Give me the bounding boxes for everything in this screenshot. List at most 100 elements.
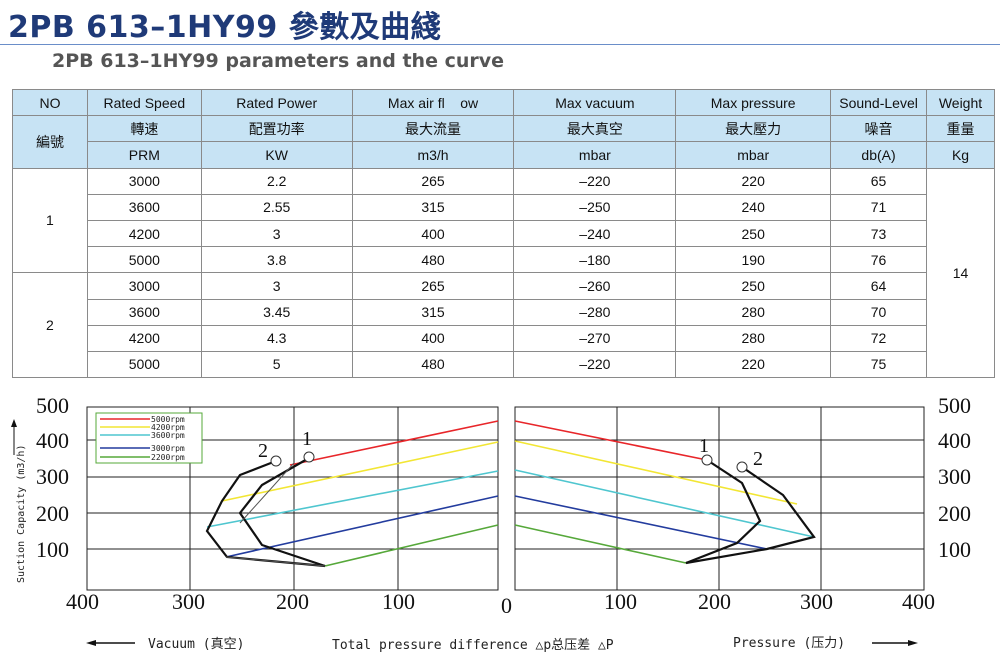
y-tick-right: 200 [938, 501, 971, 526]
page-title: 2PB 613–1HY99 參數及曲綫 [8, 10, 442, 45]
x-tick-left: 400 [66, 589, 99, 614]
table-cell: –180 [513, 246, 677, 274]
page-subtitle: 2PB 613–1HY99 parameters and the curve [52, 50, 505, 72]
table-cell: 3000 [86, 167, 202, 195]
vacuum-line-5000rpm [289, 420, 499, 466]
table-cell: 3.45 [200, 298, 353, 326]
pressure-rpm-lines [514, 420, 815, 564]
y-tick-right: 400 [938, 428, 971, 453]
title-divider [0, 44, 1000, 45]
y-tick-left: 100 [36, 537, 69, 562]
x-tick-right: 400 [902, 589, 935, 614]
pressure-marker-1 [701, 454, 713, 466]
table-cell: 64 [830, 272, 927, 300]
table-cell: 265 [351, 272, 515, 300]
table-cell: 3000 [86, 272, 202, 300]
pressure-envelope-curves [685, 454, 816, 565]
unit-cell: PRM [86, 141, 202, 169]
pressure-line-3600rpm [514, 469, 815, 538]
y-tick-left: 400 [36, 428, 69, 453]
y-tick-left: 200 [36, 501, 69, 526]
table-cell: 250 [675, 219, 832, 248]
x-tick-zero: 0 [501, 593, 512, 618]
table-header-row-en: NO Rated Speed Rated Power Max air fl ow… [12, 88, 995, 117]
pressure-line-5000rpm [514, 420, 708, 461]
y-axis-label: Suction Capacity (m3/h) [16, 445, 27, 583]
vacuum-envelope-curves [205, 451, 326, 568]
table-cell: 250 [675, 272, 832, 300]
vacuum-envelope-1 [238, 457, 326, 568]
table-cell: 70 [830, 298, 927, 326]
table-header-cell: Max air fl ow [351, 88, 515, 117]
table-header-cell: 最大壓力 [675, 115, 832, 143]
unit-cell: db(A) [830, 141, 927, 169]
pressure-panel-grid [514, 406, 925, 591]
table-row: 5000 3.8 480 –180 190 76 [13, 246, 995, 274]
table-cell: –260 [513, 272, 677, 300]
legend-label: 3600rpm [151, 431, 185, 440]
table-cell: –270 [513, 324, 677, 352]
table-row: 3600 2.55 315 –250 240 71 [13, 193, 995, 221]
table-header-cell: Rated Power [200, 88, 353, 117]
legend-label: 4200rpm [151, 423, 185, 432]
unit-cell: Kg [926, 141, 995, 169]
vacuum-rpm-lines [206, 420, 499, 567]
table-cell: 5000 [86, 246, 202, 274]
weight-cell: 14 [926, 167, 995, 379]
table-header-cell: 重量 [926, 115, 995, 143]
table-cell: 315 [351, 193, 515, 221]
unit-cell: m3/h [351, 141, 515, 169]
pressure-curve-label-2: 2 [753, 448, 763, 470]
table-row: 1 3000 2.2 265 –220 220 65 14 [12, 167, 995, 379]
table-row: 4200 4.3 400 –270 280 72 [13, 324, 995, 352]
vacuum-curve-label-2: 2 [258, 440, 268, 462]
vacuum-marker-1 [303, 451, 315, 463]
table-cell: 75 [830, 350, 927, 379]
legend-label: 5000rpm [151, 415, 185, 424]
table-header-cell: 噪音 [830, 115, 927, 143]
table-cell: 265 [351, 167, 515, 195]
table-row: 3600 3.45 315 –280 280 70 [13, 298, 995, 326]
table-cell: 73 [830, 219, 927, 248]
rpm-legend: 5000rpm 4200rpm 3600rpm 3000rpm 2200rpm [95, 412, 203, 464]
table-cell: 5 [200, 350, 353, 379]
table-cell: 5000 [86, 350, 202, 379]
table-cell: 190 [675, 246, 832, 274]
vacuum-line-3600rpm [206, 470, 499, 528]
pressure-marker-2 [736, 461, 748, 473]
table-header-cell: NO [12, 88, 88, 117]
table-cell: 2.55 [200, 193, 353, 221]
vacuum-caption: Vacuum (真空) [148, 637, 244, 652]
table-header-cell: Max pressure [675, 88, 832, 117]
unit-cell: mbar [513, 141, 677, 169]
table-cell: 315 [351, 298, 515, 326]
table-cell: –250 [513, 193, 677, 221]
up-arrow-icon [11, 419, 17, 427]
unit-cell: KW [200, 141, 353, 169]
table-cell: –220 [513, 350, 677, 379]
x-tick-left: 100 [382, 589, 415, 614]
table-cell: 2.2 [200, 167, 353, 195]
table-header-cell: 最大真空 [513, 115, 677, 143]
table-cell: –240 [513, 219, 677, 248]
pressure-line-4200rpm [514, 440, 798, 505]
table-header-cell: Rated Speed [86, 88, 202, 117]
table-units-row: PRM KW m3/h mbar mbar db(A) Kg [13, 141, 995, 169]
vacuum-line-3000rpm [225, 495, 499, 558]
pressure-line-2200rpm [514, 524, 687, 564]
y-tick-left: 500 [36, 393, 69, 418]
legend-label: 2200rpm [151, 453, 185, 462]
table-cell: 280 [675, 298, 832, 326]
unit-cell: mbar [675, 141, 832, 169]
table-cell: 72 [830, 324, 927, 352]
table-header-cell: Max vacuum [513, 88, 677, 117]
pressure-curve-label-1: 1 [699, 435, 709, 457]
table-cell: –220 [513, 167, 677, 195]
y-tick-right: 500 [938, 393, 971, 418]
table-cell: 280 [675, 324, 832, 352]
table-cell: 480 [351, 350, 515, 379]
x-axis-label: Total pressure difference △p总压差 △P [332, 638, 614, 653]
table-header-cell: 轉速 [86, 115, 202, 143]
table-cell: 3 [200, 272, 353, 300]
pressure-envelope-1 [685, 459, 762, 565]
